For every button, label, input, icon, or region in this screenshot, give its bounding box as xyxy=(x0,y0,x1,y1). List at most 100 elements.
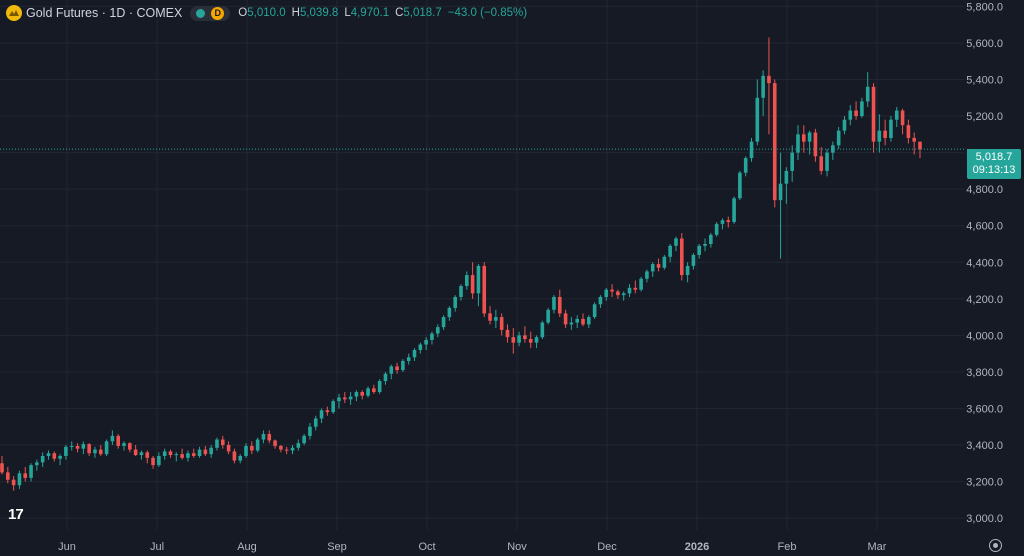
candle[interactable] xyxy=(279,445,283,453)
candle[interactable] xyxy=(52,451,57,462)
candle[interactable] xyxy=(226,441,231,455)
candle[interactable] xyxy=(662,254,667,270)
candle[interactable] xyxy=(772,79,777,208)
candle[interactable] xyxy=(116,434,121,449)
candle[interactable] xyxy=(354,390,359,402)
candle[interactable] xyxy=(290,445,295,455)
symbol-title[interactable]: Gold Futures · 1D · COMEX xyxy=(26,6,183,20)
candle[interactable] xyxy=(35,459,39,471)
candle[interactable] xyxy=(488,306,492,325)
candle[interactable] xyxy=(755,79,760,146)
candle[interactable] xyxy=(871,83,876,153)
candle[interactable] xyxy=(255,437,260,453)
candle[interactable] xyxy=(128,442,132,453)
candle[interactable] xyxy=(366,386,370,398)
candle[interactable] xyxy=(511,328,516,354)
candle[interactable] xyxy=(244,443,248,458)
candle[interactable] xyxy=(633,280,638,294)
candle[interactable] xyxy=(836,127,841,149)
candle[interactable] xyxy=(528,331,533,349)
settings-gear-icon[interactable] xyxy=(989,539,1002,552)
candle[interactable] xyxy=(104,439,109,456)
candle[interactable] xyxy=(401,359,405,372)
candle[interactable] xyxy=(807,130,812,155)
candle[interactable] xyxy=(430,331,434,345)
candle[interactable] xyxy=(69,441,74,451)
candle[interactable] xyxy=(749,137,754,162)
candle[interactable] xyxy=(133,445,138,456)
candle[interactable] xyxy=(197,446,202,458)
candle[interactable] xyxy=(691,253,696,270)
candle[interactable] xyxy=(395,362,399,374)
candle[interactable] xyxy=(668,243,672,263)
candle[interactable] xyxy=(598,295,603,308)
candle[interactable] xyxy=(825,148,829,177)
candle[interactable] xyxy=(302,434,306,446)
candle[interactable] xyxy=(557,289,562,318)
candle[interactable] xyxy=(674,236,678,252)
candle[interactable] xyxy=(81,441,86,455)
candle[interactable] xyxy=(534,335,539,349)
candle[interactable] xyxy=(703,238,707,252)
candle[interactable] xyxy=(563,309,568,329)
candle[interactable] xyxy=(377,379,382,394)
candle[interactable] xyxy=(517,331,521,347)
candle[interactable] xyxy=(98,445,103,456)
candle[interactable] xyxy=(679,233,684,281)
candle[interactable] xyxy=(75,443,80,453)
candle[interactable] xyxy=(267,430,272,444)
candle[interactable] xyxy=(842,116,847,135)
candle[interactable] xyxy=(418,342,423,354)
candle[interactable] xyxy=(372,384,376,394)
tradingview-logo-icon[interactable]: 17 xyxy=(8,506,24,523)
candle[interactable] xyxy=(470,262,475,299)
candle[interactable] xyxy=(250,441,254,455)
candle[interactable] xyxy=(6,466,10,484)
candle[interactable] xyxy=(621,291,626,301)
candle[interactable] xyxy=(337,393,341,409)
candle[interactable] xyxy=(790,145,794,182)
candle[interactable] xyxy=(877,114,882,153)
candle[interactable] xyxy=(238,454,243,464)
candle[interactable] xyxy=(424,337,428,350)
candle[interactable] xyxy=(639,276,643,292)
candle[interactable] xyxy=(616,289,620,299)
candle[interactable] xyxy=(726,216,731,228)
candle[interactable] xyxy=(319,408,324,424)
candle[interactable] xyxy=(889,116,893,142)
candle[interactable] xyxy=(139,450,144,460)
candle[interactable] xyxy=(162,448,167,460)
candle[interactable] xyxy=(546,307,550,325)
candle[interactable] xyxy=(453,295,457,312)
candle[interactable] xyxy=(610,284,614,297)
candle[interactable] xyxy=(738,170,742,201)
candle[interactable] xyxy=(360,390,365,400)
candle[interactable] xyxy=(569,317,574,330)
candle[interactable] xyxy=(331,399,335,414)
candle[interactable] xyxy=(412,348,417,361)
candle[interactable] xyxy=(819,147,824,175)
candle[interactable] xyxy=(308,423,312,440)
candle[interactable] xyxy=(296,439,301,451)
candle[interactable] xyxy=(383,371,388,385)
candle[interactable] xyxy=(482,262,487,318)
candle[interactable] xyxy=(575,315,580,329)
candle[interactable] xyxy=(186,450,190,462)
candle[interactable] xyxy=(325,406,330,416)
candle[interactable] xyxy=(656,258,661,272)
candle[interactable] xyxy=(767,37,771,135)
market-status-badge[interactable]: D xyxy=(190,5,231,21)
candle[interactable] xyxy=(883,119,887,146)
candle[interactable] xyxy=(581,313,585,327)
candle[interactable] xyxy=(523,326,527,343)
candle[interactable] xyxy=(441,315,446,330)
candle[interactable] xyxy=(110,430,115,446)
candle[interactable] xyxy=(604,287,609,301)
candle[interactable] xyxy=(650,262,655,277)
candle[interactable] xyxy=(592,302,597,319)
candle[interactable] xyxy=(23,466,28,482)
candle[interactable] xyxy=(58,454,62,466)
candle[interactable] xyxy=(540,320,545,340)
candle[interactable] xyxy=(732,196,736,224)
